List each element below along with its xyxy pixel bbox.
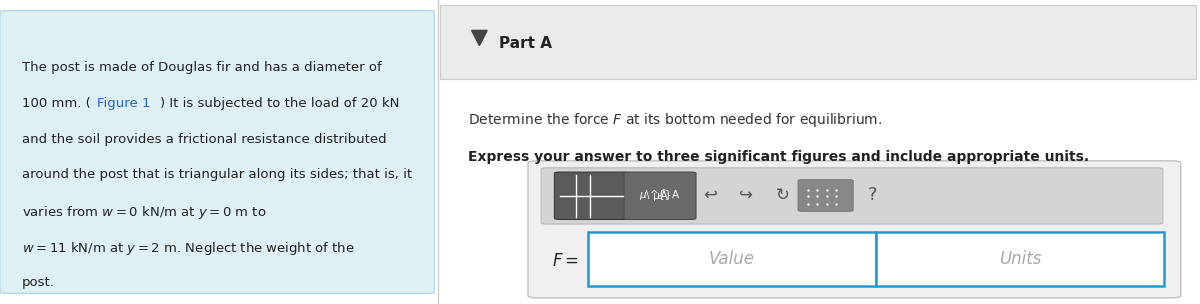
Text: $F =$: $F =$ [552, 252, 578, 271]
Text: post.: post. [22, 276, 54, 289]
Text: Value: Value [709, 250, 755, 268]
Text: ?: ? [868, 186, 877, 204]
Text: Figure 1: Figure 1 [97, 97, 151, 110]
FancyBboxPatch shape [798, 180, 853, 211]
Text: varies from $w = 0$ kN/m at $y = 0$ m to: varies from $w = 0$ kN/m at $y = 0$ m to [22, 204, 266, 221]
FancyBboxPatch shape [588, 232, 876, 286]
Polygon shape [472, 30, 487, 46]
FancyBboxPatch shape [554, 172, 629, 219]
Text: 100 mm. (: 100 mm. ( [22, 97, 90, 110]
Text: $w = 11$ kN/m at $y = 2$ m. Neglect the weight of the: $w = 11$ kN/m at $y = 2$ m. Neglect the … [22, 240, 354, 257]
Text: around the post that is triangular along its sides; that is, it: around the post that is triangular along… [22, 168, 412, 181]
Text: μÅ: μÅ [653, 189, 667, 201]
FancyBboxPatch shape [541, 168, 1163, 224]
FancyBboxPatch shape [0, 11, 434, 293]
FancyBboxPatch shape [528, 161, 1181, 298]
FancyBboxPatch shape [440, 5, 1196, 79]
Text: ↻: ↻ [775, 186, 790, 204]
Text: Determine the force $\mathit{F}$ at its bottom needed for equilibrium.: Determine the force $\mathit{F}$ at its … [468, 111, 882, 129]
FancyBboxPatch shape [876, 232, 1164, 286]
Text: Part A: Part A [499, 36, 552, 51]
Text: Units: Units [998, 250, 1042, 268]
Text: ↩: ↩ [703, 186, 718, 204]
Text: ↪: ↪ [739, 186, 754, 204]
Text: and the soil provides a frictional resistance distributed: and the soil provides a frictional resis… [22, 133, 386, 146]
Text: ) It is subjected to the load of 20 kN: ) It is subjected to the load of 20 kN [160, 97, 398, 110]
FancyBboxPatch shape [624, 172, 696, 219]
Text: Express your answer to three significant figures and include appropriate units.: Express your answer to three significant… [468, 150, 1090, 164]
Text: The post is made of Douglas fir and has a diameter of: The post is made of Douglas fir and has … [22, 61, 382, 74]
Text: $\mu$\^{}A: $\mu$\^{}A [640, 188, 680, 202]
